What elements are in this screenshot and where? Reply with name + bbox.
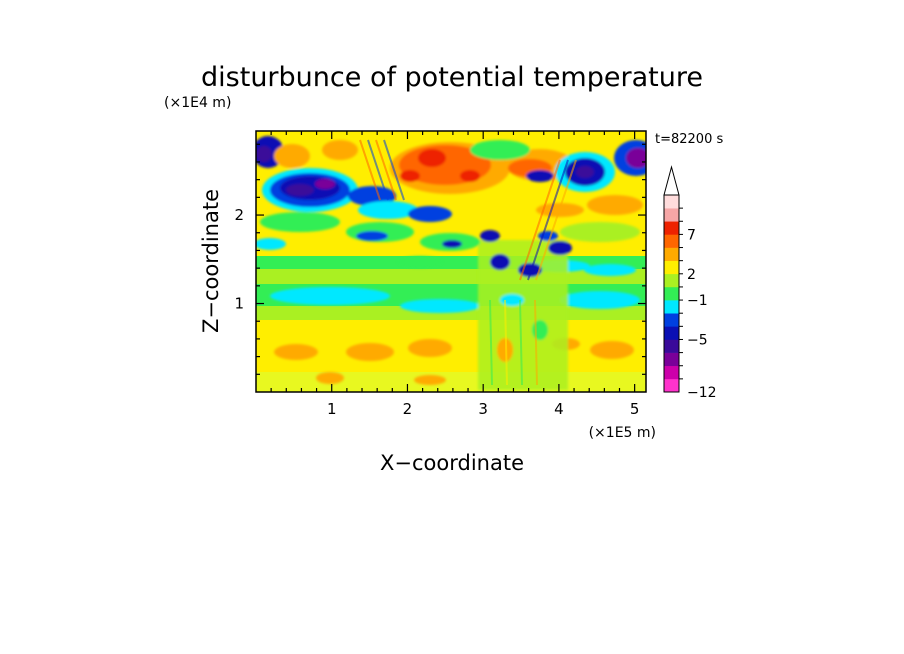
x-tick-label: 3: [478, 400, 488, 418]
plot-frame: [255, 130, 647, 393]
x-tick-label: 2: [403, 400, 413, 418]
y-axis-unit: (×1E4 m): [164, 95, 231, 111]
x-axis-label: X−coordinate: [380, 451, 524, 475]
colorbar-extend-arrow: [663, 165, 680, 196]
y-tick-label: 1: [234, 295, 244, 313]
colorbar-swatch: [664, 326, 679, 340]
x-tick-label: 5: [630, 400, 640, 418]
colorbar-label: 2: [687, 267, 696, 283]
y-axis-ticks: 12: [234, 143, 646, 375]
x-tick-label: 1: [327, 400, 337, 418]
colorbar-swatch: [664, 339, 679, 353]
colorbar-swatch: [664, 221, 679, 235]
colorbar-swatch: [664, 365, 679, 380]
x-axis-ticks: 1 2 3 4 5: [270, 131, 640, 418]
colorbar-swatch: [664, 208, 679, 222]
colorbar-label: 7: [687, 227, 696, 243]
colorbar-swatch: [664, 273, 679, 288]
colorbar-swatch: [664, 195, 679, 209]
colorbar-swatch: [664, 300, 679, 314]
colorbar-label: −12: [687, 385, 717, 401]
colorbar-swatch: [664, 247, 679, 261]
y-tick-label: 2: [234, 206, 244, 224]
colorbar-swatch: [664, 286, 679, 301]
x-tick-label: 4: [554, 400, 564, 418]
colorbar-label: −5: [687, 332, 708, 348]
x-axis-unit: (×1E5 m): [589, 425, 656, 441]
y-axis-label: Z−coordinate: [199, 189, 223, 333]
contour-field: [256, 131, 646, 392]
colorbar: 7 2 −1 −5 −12: [663, 165, 717, 401]
time-label: t=82200 s: [655, 132, 723, 147]
colorbar-swatch: [664, 313, 679, 327]
colorbar-swatch: [664, 234, 679, 248]
colorbar-swatch: [664, 378, 679, 393]
colorbar-swatch: [664, 352, 679, 367]
colorbar-swatch: [664, 260, 679, 275]
chart-title: disturbunce of potential temperature: [201, 62, 703, 93]
colorbar-label: −1: [687, 293, 708, 309]
